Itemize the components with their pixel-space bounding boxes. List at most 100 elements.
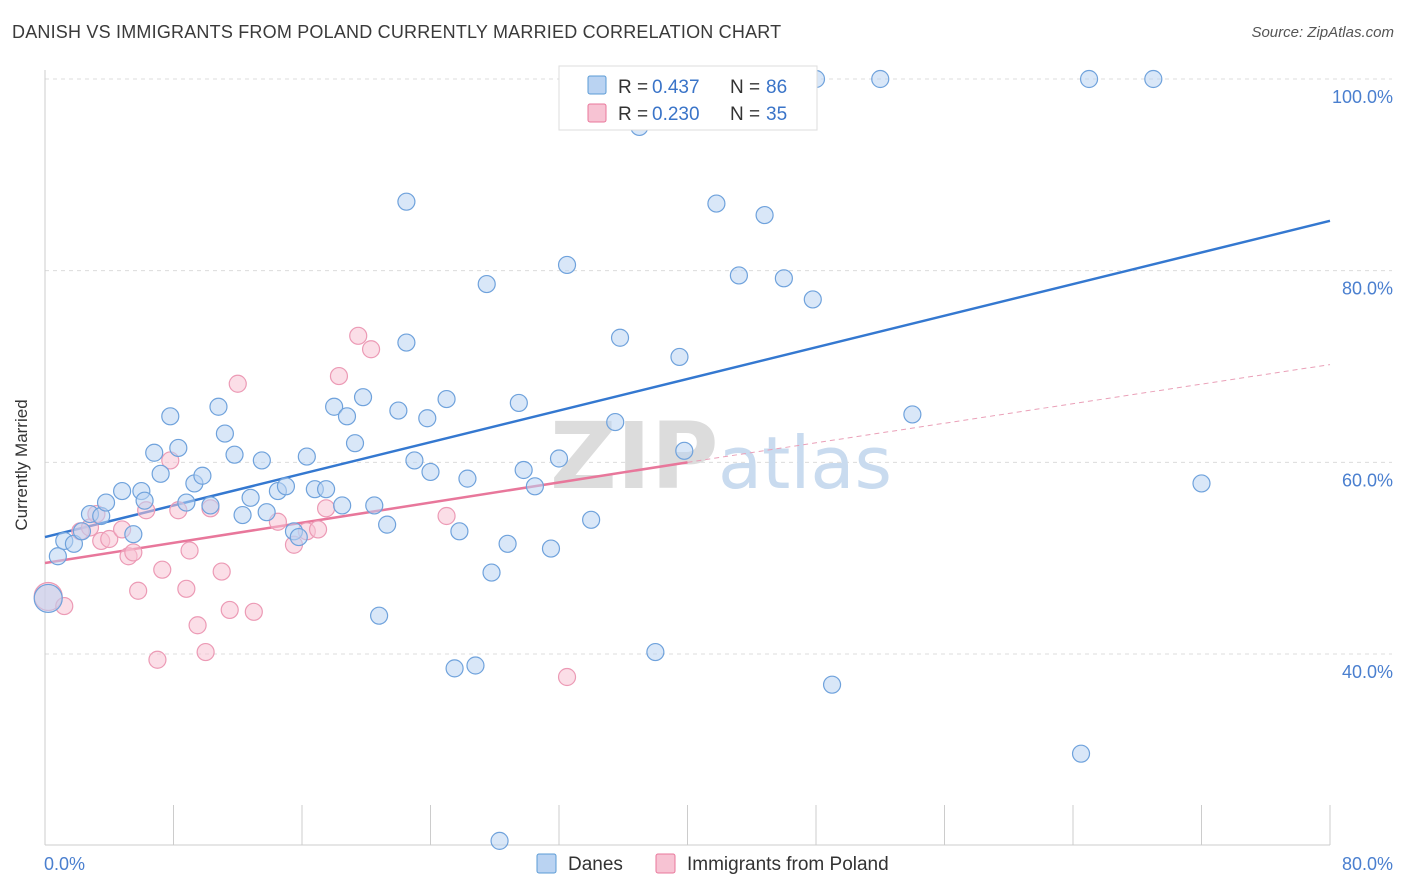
data-point-danes — [437, 389, 456, 409]
data-point-danes — [201, 496, 220, 515]
legend-r-value-poland: 0.230 — [652, 104, 700, 125]
y-tick-label: 60.0% — [1342, 470, 1393, 490]
data-point-danes — [670, 347, 689, 367]
data-point-danes — [257, 503, 276, 522]
data-point-danes — [233, 505, 252, 525]
data-point-danes — [525, 477, 545, 496]
data-point-poland — [180, 541, 199, 560]
data-point-danes — [675, 441, 694, 460]
data-point-poland — [557, 667, 577, 687]
trend-lines — [44, 219, 1331, 565]
legend-swatch-danes — [587, 75, 607, 95]
y-tick-label: 100.0% — [1332, 87, 1393, 107]
legend-r-label-poland: R = — [618, 104, 648, 125]
data-point-danes — [33, 583, 63, 614]
watermark-zip: ZIP — [550, 403, 718, 510]
data-point-danes — [325, 397, 344, 416]
data-point-danes — [1144, 69, 1163, 89]
x-tick-label: 80.0% — [1342, 854, 1393, 874]
trend-line-poland — [44, 461, 688, 565]
legend-bottom-swatch-danes — [536, 853, 557, 874]
data-point-danes — [582, 510, 601, 529]
data-point-danes — [345, 434, 365, 453]
data-point-danes — [397, 192, 416, 211]
data-point-danes — [337, 407, 357, 426]
data-point-danes — [397, 333, 416, 352]
data-point-danes — [557, 255, 577, 275]
data-point-danes — [353, 388, 373, 407]
data-point-danes — [729, 266, 749, 285]
y-tick-label: 80.0% — [1342, 279, 1393, 299]
data-point-danes — [871, 69, 890, 89]
legend-bottom: Danes Immigrants from Poland — [536, 853, 889, 875]
data-point-danes — [48, 547, 67, 566]
data-point-poland — [129, 581, 148, 600]
chart-source: Source: ZipAtlas.com — [1251, 24, 1394, 41]
data-point-danes — [112, 481, 132, 501]
legend-n-value-poland: 35 — [766, 104, 787, 125]
data-point-poland — [148, 650, 167, 669]
data-point-danes — [365, 496, 384, 515]
data-point-poland — [308, 520, 328, 539]
data-point-poland — [188, 616, 207, 635]
data-point-danes — [145, 443, 164, 462]
legend-n-label-danes: N = — [730, 77, 760, 98]
data-point-danes — [193, 466, 212, 485]
data-point-danes — [1192, 474, 1211, 493]
data-point-poland — [100, 529, 119, 549]
tick-labels: 100.0% 80.0% 60.0% 40.0% 0.0% 80.0% — [44, 87, 1393, 874]
data-point-danes — [389, 401, 408, 420]
data-point-danes — [606, 412, 625, 432]
data-point-danes — [549, 449, 569, 468]
data-point-danes — [151, 464, 170, 483]
data-point-danes — [209, 397, 228, 416]
data-point-poland — [220, 600, 239, 620]
data-point-danes — [903, 405, 922, 424]
data-point-poland — [212, 562, 231, 581]
data-point-danes — [610, 328, 630, 347]
data-point-danes — [450, 522, 469, 541]
data-point-danes — [169, 438, 188, 458]
data-point-danes — [514, 460, 533, 480]
watermark: ZIP atlas — [550, 403, 892, 510]
x-tick-label: 0.0% — [44, 854, 85, 874]
data-point-danes — [289, 527, 308, 547]
data-point-danes — [418, 409, 437, 428]
data-point-poland — [349, 326, 368, 345]
data-point-danes — [124, 525, 143, 544]
data-point-danes — [646, 642, 665, 662]
data-point-danes — [755, 205, 774, 225]
data-point-danes — [135, 491, 154, 510]
data-point-danes — [225, 445, 244, 464]
data-point-danes — [822, 675, 842, 694]
data-point-poland — [316, 499, 336, 518]
data-point-danes — [405, 451, 424, 470]
legend-swatch-poland — [587, 103, 607, 123]
data-point-poland — [437, 506, 456, 526]
series-danes-points — [33, 69, 1211, 850]
data-point-danes — [1079, 69, 1099, 89]
data-point-danes — [774, 269, 793, 288]
legend-bottom-label-danes: Danes — [568, 854, 623, 875]
data-point-poland — [124, 543, 143, 562]
legend-n-label-poland: N = — [730, 104, 760, 125]
data-point-danes — [541, 539, 561, 558]
data-point-danes — [1071, 744, 1091, 763]
data-point-danes — [252, 451, 271, 470]
data-point-poland — [361, 340, 381, 359]
data-point-poland — [329, 366, 349, 386]
data-point-danes — [466, 656, 485, 675]
legend-top: R = 0.437 N = 86 R = 0.230 N = 35 — [558, 65, 818, 131]
data-point-danes — [316, 480, 336, 499]
legend-bottom-swatch-poland — [655, 853, 676, 874]
data-point-poland — [244, 602, 263, 621]
chart-title: DANISH VS IMMIGRANTS FROM POLAND CURRENT… — [12, 22, 782, 42]
data-point-danes — [370, 606, 389, 625]
data-point-poland — [153, 560, 172, 579]
axes — [44, 70, 1331, 846]
data-point-danes — [333, 496, 352, 515]
data-point-danes — [477, 274, 496, 294]
data-point-poland — [228, 374, 247, 393]
data-point-danes — [707, 194, 726, 213]
